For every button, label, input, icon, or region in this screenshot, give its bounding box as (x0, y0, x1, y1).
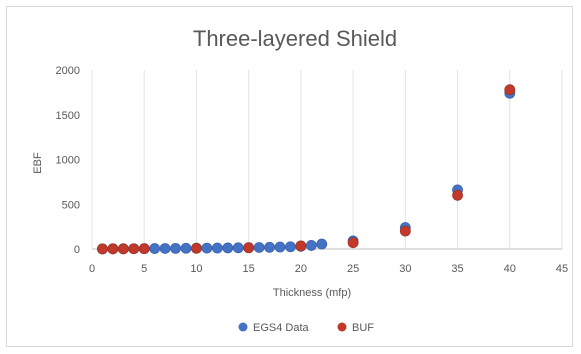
egs4-point (264, 241, 275, 253)
buf-point (97, 243, 108, 255)
x-tick-label: 10 (190, 263, 202, 275)
buf-point (243, 242, 255, 254)
x-tick-label: 15 (243, 263, 255, 275)
y-axis-title: EBF (32, 152, 44, 174)
egs4-point (285, 241, 296, 253)
legend-marker (337, 322, 347, 332)
y-tick-label: 2000 (56, 65, 80, 77)
x-tick-label: 0 (89, 263, 95, 275)
x-tick-label: 30 (399, 263, 411, 275)
x-tick-label: 20 (295, 263, 307, 275)
y-tick-label: 500 (62, 199, 80, 211)
data-points (97, 84, 516, 255)
legend: EGS4 Data BUF (238, 322, 374, 334)
egs4-point (222, 242, 234, 254)
y-tick-label: 1000 (56, 155, 80, 167)
buf-point (138, 243, 150, 255)
egs4-point (180, 242, 192, 254)
egs4-point (274, 241, 286, 253)
buf-point (117, 243, 129, 255)
x-tick-label: 25 (347, 263, 359, 275)
chart-frame (6, 6, 573, 347)
egs4-point (159, 243, 171, 254)
x-axis-title: Thickness (mfp) (273, 287, 351, 299)
legend-marker (238, 322, 248, 332)
x-tick-label: 5 (141, 263, 147, 275)
chart-title: Three-layered Shield (193, 26, 397, 51)
egs4-point (170, 242, 181, 254)
y-axis-ticks: 0 500 1000 1500 2000 (56, 65, 80, 256)
egs4-point (201, 242, 213, 254)
x-axis-ticks: 0 5 10 15 20 25 30 35 40 45 (89, 263, 568, 275)
buf-point (347, 237, 359, 249)
buf-point (128, 243, 140, 255)
x-tick-label: 35 (451, 263, 463, 275)
buf-point (452, 189, 463, 201)
y-tick-label: 0 (74, 244, 80, 256)
x-tick-label: 40 (504, 263, 516, 275)
egs4-point (253, 242, 265, 253)
y-tick-label: 1500 (56, 110, 80, 122)
buf-point (107, 243, 119, 255)
egs4-point (305, 240, 317, 251)
gridlines (91, 70, 563, 250)
egs4-point (149, 243, 161, 254)
egs4-point (232, 242, 244, 254)
buf-point (504, 84, 516, 96)
egs4-point (316, 238, 328, 250)
egs4-point (211, 242, 223, 254)
buf-point (399, 225, 411, 237)
buf-point (295, 240, 307, 252)
buf-point (191, 242, 202, 254)
legend-label: EGS4 Data (253, 322, 310, 334)
legend-label: BUF (352, 322, 374, 334)
x-tick-label: 45 (556, 263, 568, 275)
